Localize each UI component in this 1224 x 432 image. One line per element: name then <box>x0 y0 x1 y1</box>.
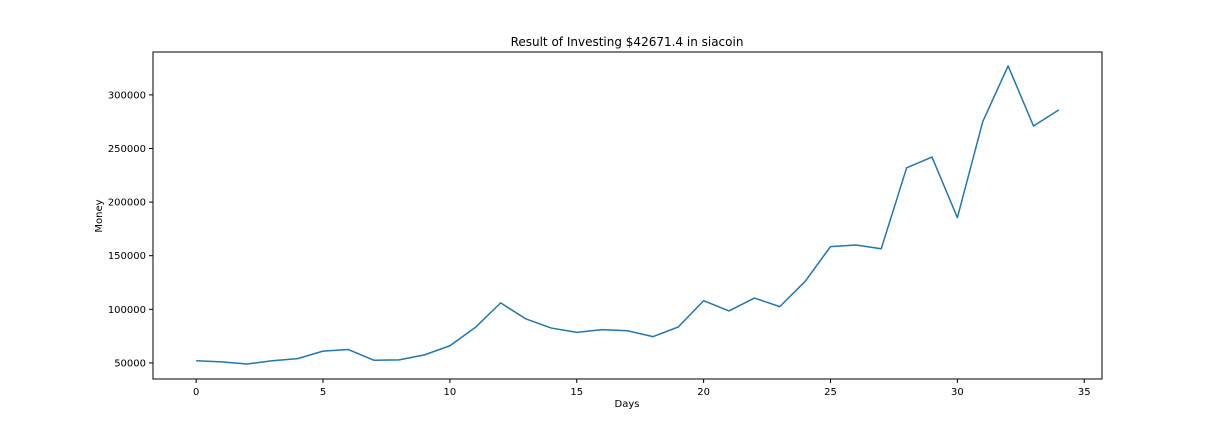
x-tick-label: 30 <box>951 387 964 398</box>
y-tick-label: 200000 <box>108 198 146 209</box>
chart-title: Result of Investing $42671.4 in siacoin <box>511 35 744 49</box>
x-tick-label: 20 <box>697 387 710 398</box>
x-tick-label: 5 <box>320 387 326 398</box>
series-line <box>196 65 1060 365</box>
y-axis-title: Money <box>94 199 105 232</box>
x-tick-label: 35 <box>1078 387 1091 398</box>
y-tick-label: 50000 <box>114 358 146 369</box>
y-tick-label: 150000 <box>108 251 146 262</box>
y-tick-label: 250000 <box>108 144 146 155</box>
y-tick-label: 100000 <box>108 305 146 316</box>
x-tick-label: 0 <box>193 387 199 398</box>
x-tick-label: 10 <box>444 387 457 398</box>
x-tick-label: 25 <box>824 387 837 398</box>
y-tick-label: 300000 <box>108 90 146 101</box>
plot-frame <box>152 51 1103 380</box>
x-tick-label: 15 <box>570 387 583 398</box>
x-axis-title: Days <box>615 399 640 410</box>
